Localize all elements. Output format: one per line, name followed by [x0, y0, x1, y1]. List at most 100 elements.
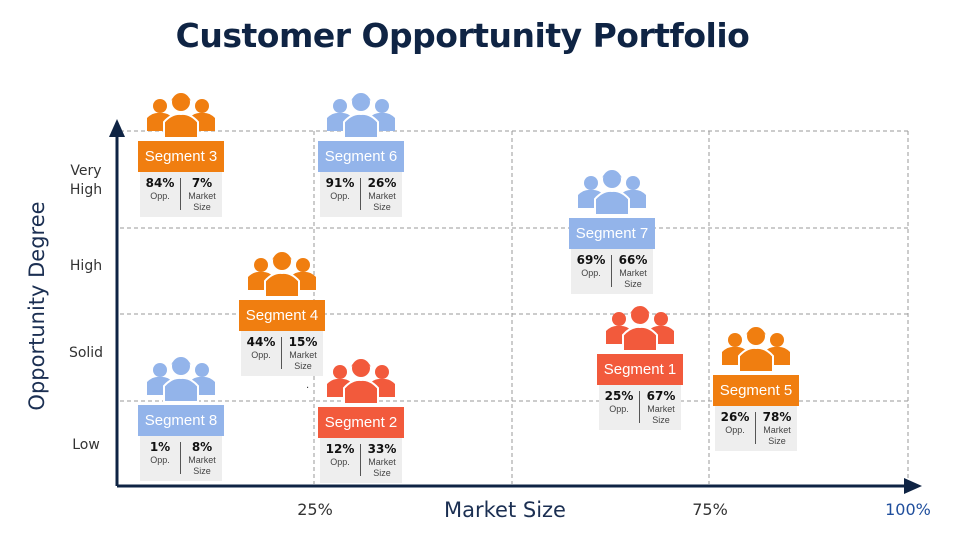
size-stat: 8% Market Size	[182, 440, 222, 477]
segment-label: Segment 6	[318, 141, 404, 172]
opp-caption: Opp.	[330, 457, 350, 467]
size-caption-line2: Size	[624, 279, 642, 289]
x-axis-arrow	[904, 478, 922, 494]
opp-value: 12%	[325, 442, 355, 456]
y-axis-label: Opportunity Degree	[25, 201, 49, 411]
opp-stat: 12% Opp.	[320, 442, 360, 468]
segment-label: Segment 1	[597, 354, 683, 385]
stat-divider	[360, 178, 361, 210]
opp-caption: Opp.	[581, 268, 601, 278]
size-caption-line2: Size	[373, 202, 391, 212]
stat-divider	[180, 178, 181, 210]
segment-label: Segment 8	[138, 405, 224, 436]
stat-divider	[639, 391, 640, 423]
opp-value: 69%	[576, 253, 606, 267]
segment-label: Segment 4	[239, 300, 325, 331]
y-tick-low: Low	[72, 437, 100, 453]
opp-stat: 26% Opp.	[715, 410, 755, 436]
page-title: Customer Opportunity Portfolio	[175, 16, 750, 55]
stray-mark: .	[306, 380, 310, 391]
segment-stats: 84% Opp. 7% Market Size	[140, 172, 222, 217]
size-caption-line1: Market	[647, 404, 675, 414]
x-axis-label: Market Size	[444, 498, 566, 522]
size-value: 8%	[191, 440, 213, 454]
segment-stats: 26% Opp. 78% Market Size	[715, 406, 797, 451]
size-caption-line2: Size	[193, 202, 211, 212]
opp-stat: 1% Opp.	[140, 440, 180, 466]
size-caption-line1: Market	[619, 268, 647, 278]
size-stat: 7% Market Size	[182, 176, 222, 213]
opp-caption: Opp.	[609, 404, 629, 414]
stat-divider	[281, 337, 282, 369]
size-caption-line2: Size	[294, 361, 312, 371]
opp-value: 44%	[246, 335, 276, 349]
segment-stats: 1% Opp. 8% Market Size	[140, 436, 222, 481]
segment-label: Segment 7	[569, 218, 655, 249]
size-caption-line1: Market	[188, 191, 216, 201]
size-caption-line2: Size	[768, 436, 786, 446]
people-group-icon	[245, 248, 319, 298]
y-tick-solid: Solid	[68, 345, 104, 361]
opp-stat: 44% Opp.	[241, 335, 281, 361]
size-caption-line2: Size	[652, 415, 670, 425]
segment-stats: 91% Opp. 26% Market Size	[320, 172, 402, 217]
size-stat: 66% Market Size	[613, 253, 653, 290]
opp-value: 26%	[720, 410, 750, 424]
size-caption-line2: Size	[373, 468, 391, 478]
size-value: 67%	[646, 389, 676, 403]
people-group-icon	[603, 302, 677, 352]
opp-caption: Opp.	[725, 425, 745, 435]
opp-stat: 25% Opp.	[599, 389, 639, 415]
size-caption-line2: Size	[193, 466, 211, 476]
opp-value: 84%	[145, 176, 175, 190]
size-stat: 67% Market Size	[641, 389, 681, 426]
segment-stats: 44% Opp. 15% Market Size	[241, 331, 323, 376]
size-value: 66%	[618, 253, 648, 267]
x-tick-75: 75%	[692, 500, 728, 519]
opp-caption: Opp.	[251, 350, 271, 360]
size-value: 15%	[288, 335, 318, 349]
people-group-icon	[324, 355, 398, 405]
segment-stats: 12% Opp. 33% Market Size	[320, 438, 402, 483]
grid-lines	[120, 130, 909, 484]
size-stat: 78% Market Size	[757, 410, 797, 447]
size-value: 7%	[191, 176, 213, 190]
size-caption-line1: Market	[289, 350, 317, 360]
people-group-icon	[144, 89, 218, 139]
size-caption-line1: Market	[188, 455, 216, 465]
opp-value: 25%	[604, 389, 634, 403]
size-value: 33%	[367, 442, 397, 456]
stat-divider	[180, 442, 181, 474]
stat-divider	[755, 412, 756, 444]
people-group-icon	[719, 323, 793, 373]
segment-label: Segment 3	[138, 141, 224, 172]
y-tick-very-high: Very High	[69, 163, 103, 198]
people-group-icon	[144, 353, 218, 403]
segment-stats: 25% Opp. 67% Market Size	[599, 385, 681, 430]
opp-caption: Opp.	[150, 191, 170, 201]
opp-caption: Opp.	[150, 455, 170, 465]
opp-stat: 91% Opp.	[320, 176, 360, 202]
segment-label: Segment 5	[713, 375, 799, 406]
stat-divider	[611, 255, 612, 287]
size-caption-line1: Market	[368, 457, 396, 467]
size-value: 26%	[367, 176, 397, 190]
opp-value: 91%	[325, 176, 355, 190]
size-stat: 15% Market Size	[283, 335, 323, 372]
opp-stat: 84% Opp.	[140, 176, 180, 202]
y-tick-high: High	[69, 258, 103, 274]
opp-stat: 69% Opp.	[571, 253, 611, 279]
stat-divider	[360, 444, 361, 476]
y-axis-arrow	[109, 119, 125, 137]
opp-caption: Opp.	[330, 191, 350, 201]
size-stat: 26% Market Size	[362, 176, 402, 213]
segment-label: Segment 2	[318, 407, 404, 438]
size-stat: 33% Market Size	[362, 442, 402, 479]
size-caption-line1: Market	[368, 191, 396, 201]
size-caption-line1: Market	[763, 425, 791, 435]
segment-stats: 69% Opp. 66% Market Size	[571, 249, 653, 294]
size-value: 78%	[762, 410, 792, 424]
x-tick-100: 100%	[885, 500, 931, 519]
x-tick-25: 25%	[297, 500, 333, 519]
opp-value: 1%	[149, 440, 171, 454]
